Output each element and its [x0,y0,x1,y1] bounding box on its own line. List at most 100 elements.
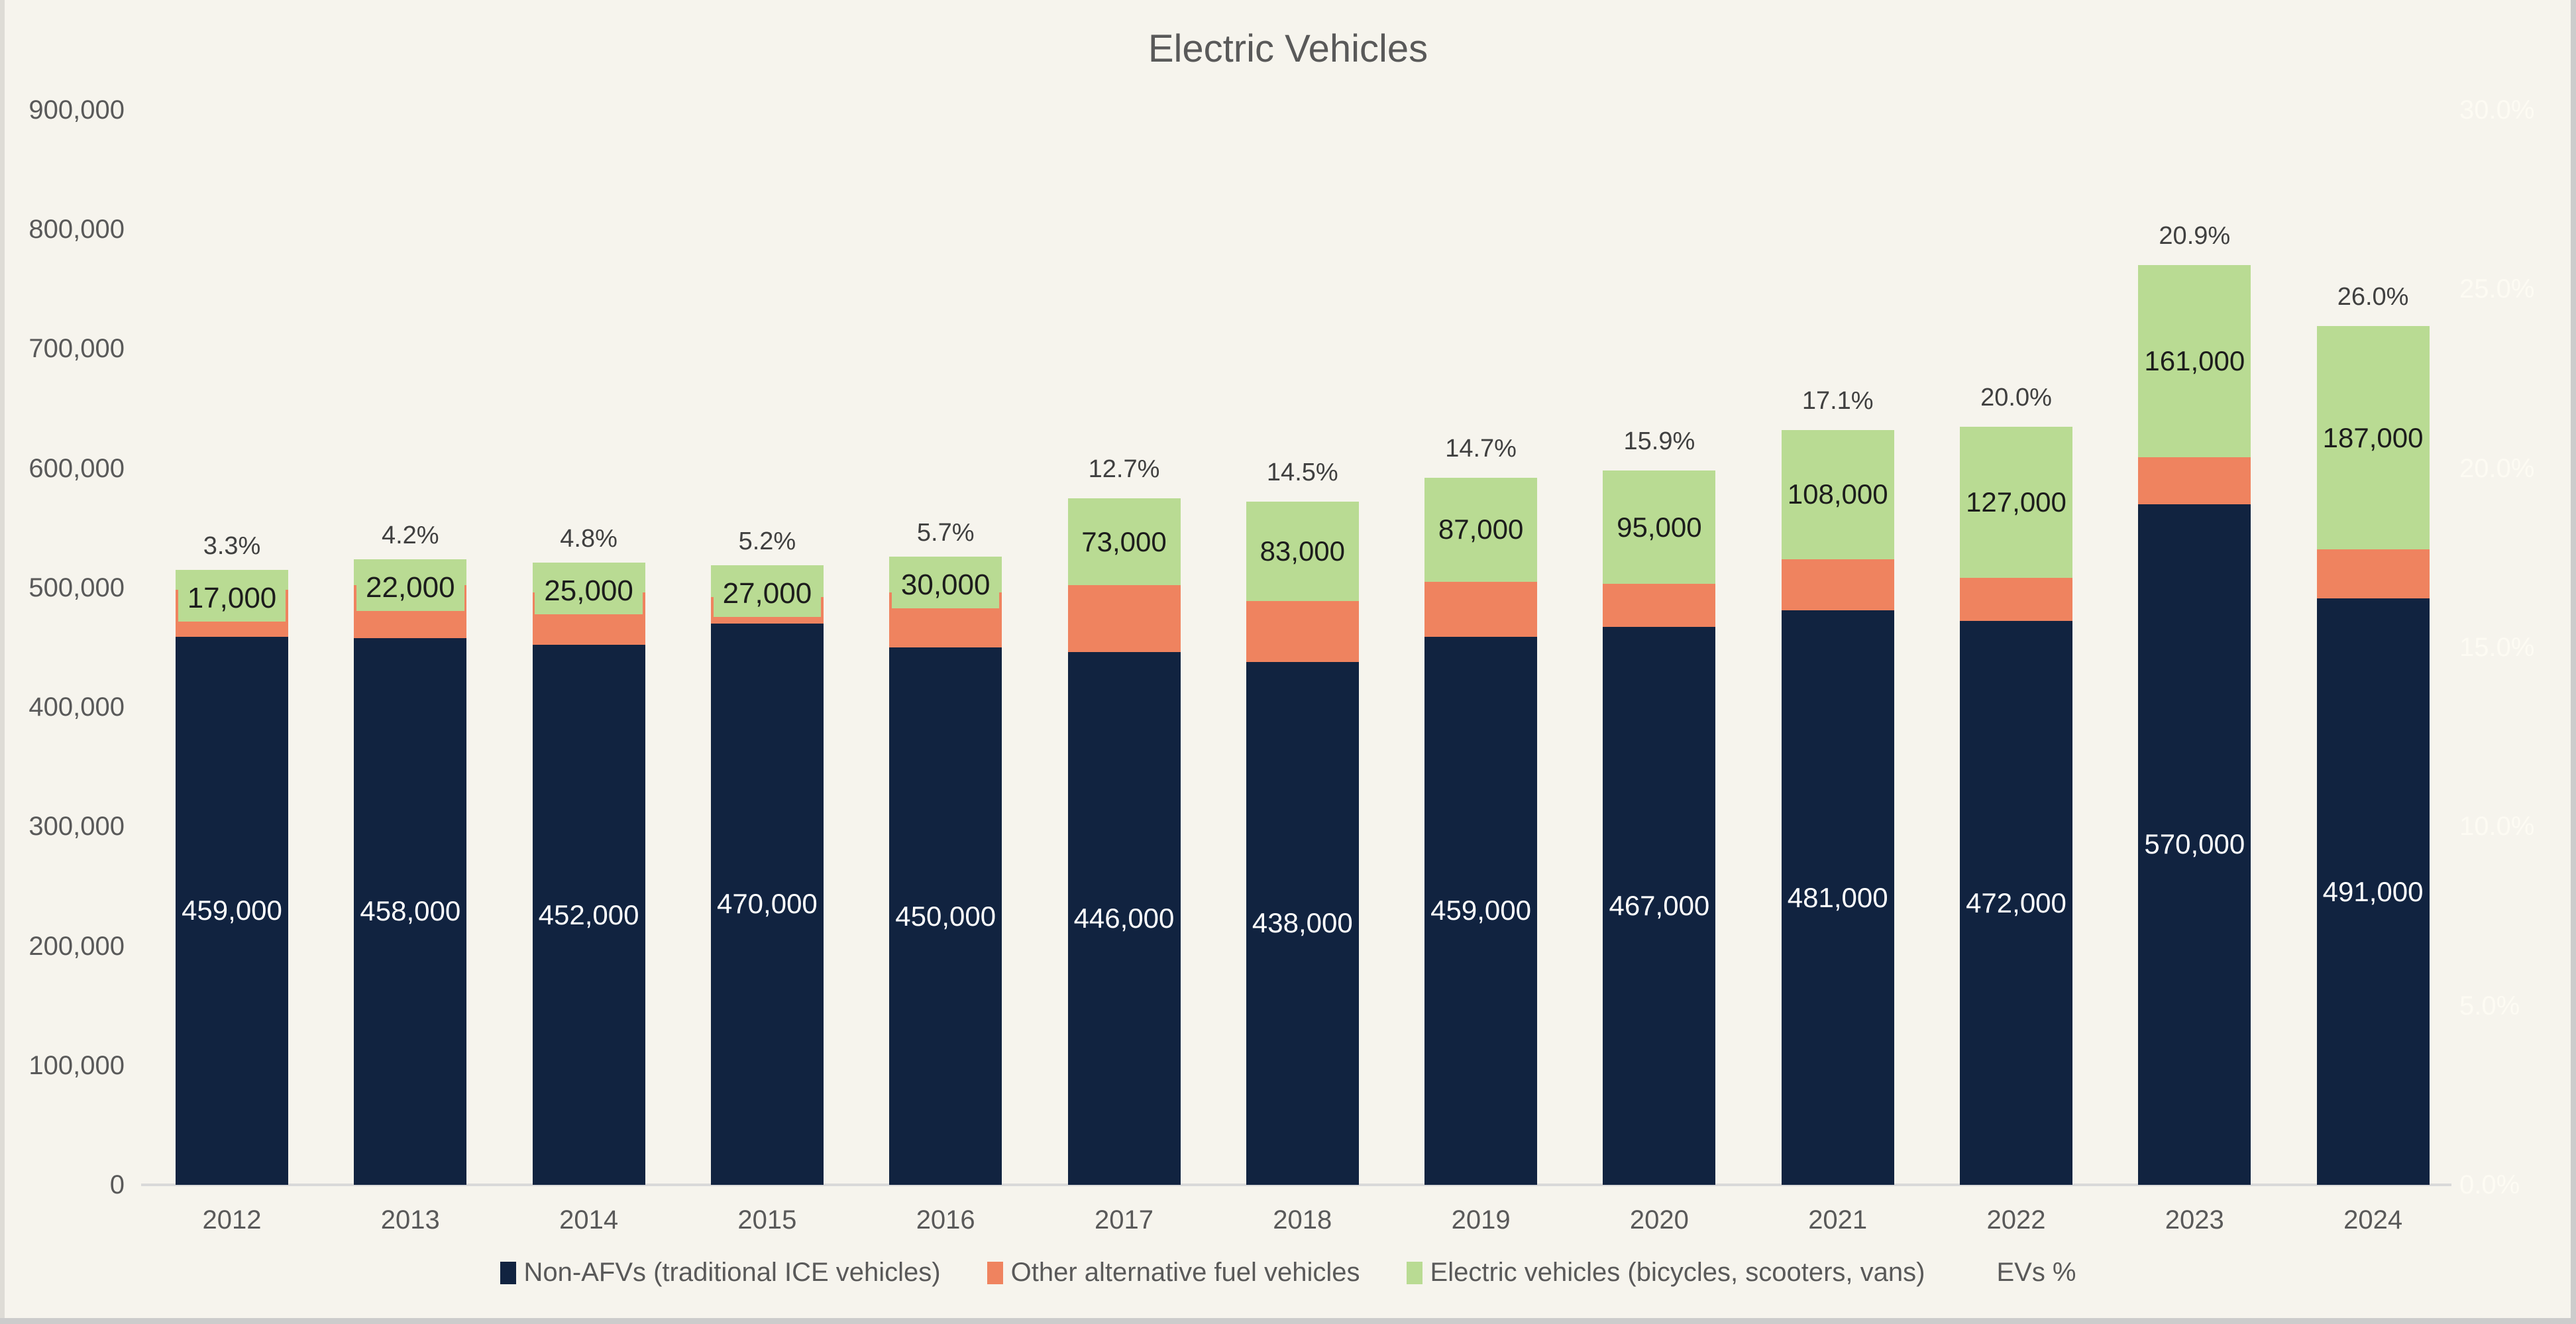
percent-label: 12.7% [1088,455,1160,483]
bar-segment-non-afvs [2316,598,2430,1185]
bar-label-non-afvs: 570,000 [2144,828,2245,860]
year-label: 2019 [1451,1205,1511,1235]
bar-segment-non-afvs [1246,661,1359,1185]
bar-label-ev: 25,000 [535,569,643,615]
bar-label-ev: 27,000 [713,571,822,617]
bar-label-ev-box: 30,000 [839,562,1051,610]
left-tick-label: 600,000 [28,453,125,483]
year-label: 2016 [916,1205,975,1235]
legend-label: Non-AFVs (traditional ICE vehicles) [523,1258,941,1287]
year-label: 2015 [737,1205,797,1235]
right-tick-label: 5.0% [2459,991,2520,1021]
percent-label: 17.1% [1801,386,1874,415]
year-label: 2014 [559,1205,619,1235]
legend-swatch [500,1261,516,1284]
bar-label-ev-box: 25,000 [483,568,695,616]
legend-item: EVs % [1971,1258,2076,1288]
bar-label-non-afvs: 450,000 [895,900,996,932]
left-tick-label: 700,000 [28,334,125,364]
left-tick-label: 0 [109,1170,125,1199]
percent-label: 5.7% [916,519,975,547]
bar-label-ev: 17,000 [178,576,286,622]
bar-label-ev-box: 17,000 [126,575,338,623]
bar-label-non-afvs: 458,000 [360,895,461,927]
bar-segment-other-afv [1067,585,1181,653]
year-label: 2024 [2343,1205,2403,1235]
year-label: 2013 [380,1205,440,1235]
bar-label-ev: 30,000 [891,563,1000,609]
right-tick-label: 20.0% [2459,453,2535,483]
bar-label-ev: 108,000 [1787,478,1888,510]
bar-segment-ev [2138,265,2251,458]
legend-item: Non-AFVs (traditional ICE vehicles) [500,1258,941,1288]
left-tick-label: 100,000 [28,1050,125,1080]
bar-label-ev: 187,000 [2322,421,2424,453]
bar-label-non-afvs: 446,000 [1073,903,1175,934]
x-axis-line [141,1184,2451,1186]
bar-segment-non-afvs [1603,627,1716,1185]
bar-segment-non-afvs [1067,652,1181,1185]
legend-item: Other alternative fuel vehicles [987,1258,1360,1288]
percent-label: 5.2% [738,527,796,555]
year-label: 2017 [1095,1205,1154,1235]
left-tick-label: 300,000 [28,812,125,842]
right-tick-label: 10.0% [2459,812,2535,842]
bar-label-ev: 127,000 [1966,486,2066,518]
bar-segment-other-afv [2316,549,2430,599]
percent-label: 15.9% [1623,427,1695,456]
percent-label: 4.2% [381,521,439,549]
percent-label: 4.8% [560,525,617,553]
bar-segment-other-afv [1960,578,2072,622]
bar-segment-ev [1960,426,2072,579]
bar-label-ev: 83,000 [1260,535,1346,567]
year-label: 2018 [1273,1205,1332,1235]
percent-label: 20.9% [2159,222,2231,250]
percent-label: 26.0% [2337,283,2409,311]
year-label: 2021 [1808,1205,1868,1235]
bar-label-non-afvs: 481,000 [1787,881,1888,913]
legend-label: Electric vehicles (bicycles, scooters, v… [1430,1258,1925,1287]
bar-label-non-afvs: 467,000 [1609,890,1710,922]
bar-label-non-afvs: 470,000 [716,888,818,920]
bar-segment-other-afv [1603,584,1716,628]
bar-label-non-afvs: 459,000 [1430,895,1531,926]
percent-label: 14.7% [1445,435,1517,463]
year-label: 2022 [1986,1205,2046,1235]
bar-label-ev: 22,000 [356,565,464,611]
bar-label-non-afvs: 438,000 [1252,907,1353,939]
bar-label-non-afvs: 459,000 [182,895,282,926]
bar-segment-non-afvs [354,637,467,1185]
bar-segment-ev [1424,478,1538,582]
legend-label: Other alternative fuel vehicles [1010,1258,1360,1287]
right-tick-label: 25.0% [2459,274,2535,304]
bar-label-non-afvs: 491,000 [2322,875,2424,907]
legend-swatch-hidden [1971,1262,1988,1284]
bar-segment-non-afvs [532,645,645,1185]
bar-segment-ev [2316,326,2430,550]
bar-segment-ev [1603,470,1716,584]
bar-label-non-afvs: 452,000 [538,899,639,930]
legend: Non-AFVs (traditional ICE vehicles) Other… [0,1258,2576,1288]
legend-label: EVs % [1996,1258,2076,1287]
window-edge-left [0,0,5,1324]
left-tick-label: 800,000 [28,215,125,245]
left-tick-label: 500,000 [28,573,125,602]
bar-label-ev: 161,000 [2144,345,2245,377]
bar-label-ev: 73,000 [1081,525,1167,557]
left-tick-label: 400,000 [28,692,125,722]
percent-label: 3.3% [203,531,261,560]
percent-label: 20.0% [1980,383,2052,412]
bar-label-ev-box: 27,000 [661,571,873,618]
bar-segment-non-afvs [710,623,824,1185]
bar-segment-other-afv [1424,581,1538,637]
bar-segment-non-afvs [176,636,288,1185]
bar-label-ev: 95,000 [1617,511,1702,543]
window-edge-right [2571,0,2576,1324]
right-tick-label: 15.0% [2459,633,2535,662]
window-edge-bottom [0,1318,2576,1324]
left-tick-label: 200,000 [28,931,125,961]
bar-label-ev-box: 22,000 [304,565,516,612]
legend-item: Electric vehicles (bicycles, scooters, v… [1406,1258,1925,1288]
right-tick-label: 30.0% [2459,95,2535,125]
